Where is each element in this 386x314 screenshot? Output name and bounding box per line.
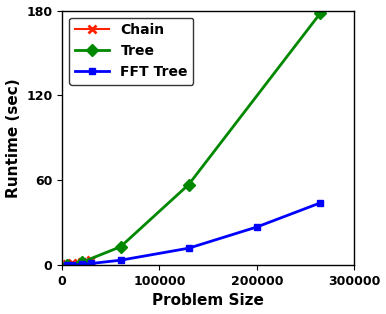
FFT Tree <box>118 258 123 262</box>
FFT Tree <box>254 225 259 229</box>
FFT Tree <box>318 201 322 205</box>
Tree <box>79 260 84 264</box>
FFT Tree <box>79 263 84 266</box>
Tree <box>186 183 191 187</box>
X-axis label: Problem Size: Problem Size <box>152 294 264 308</box>
FFT Tree <box>186 246 191 250</box>
Chain <box>79 260 84 263</box>
Line: Tree: Tree <box>63 9 324 269</box>
Chain <box>64 262 69 266</box>
Line: FFT Tree: FFT Tree <box>63 199 323 268</box>
Tree <box>64 263 69 267</box>
Chain <box>69 261 74 265</box>
FFT Tree <box>64 263 69 267</box>
Y-axis label: Runtime (sec): Runtime (sec) <box>5 78 20 198</box>
Legend: Chain, Tree, FFT Tree: Chain, Tree, FFT Tree <box>69 18 193 84</box>
FFT Tree <box>69 263 74 267</box>
Tree <box>118 245 123 249</box>
Line: Chain: Chain <box>63 256 95 268</box>
Chain <box>89 258 94 262</box>
Tree <box>318 12 322 15</box>
FFT Tree <box>89 262 94 265</box>
